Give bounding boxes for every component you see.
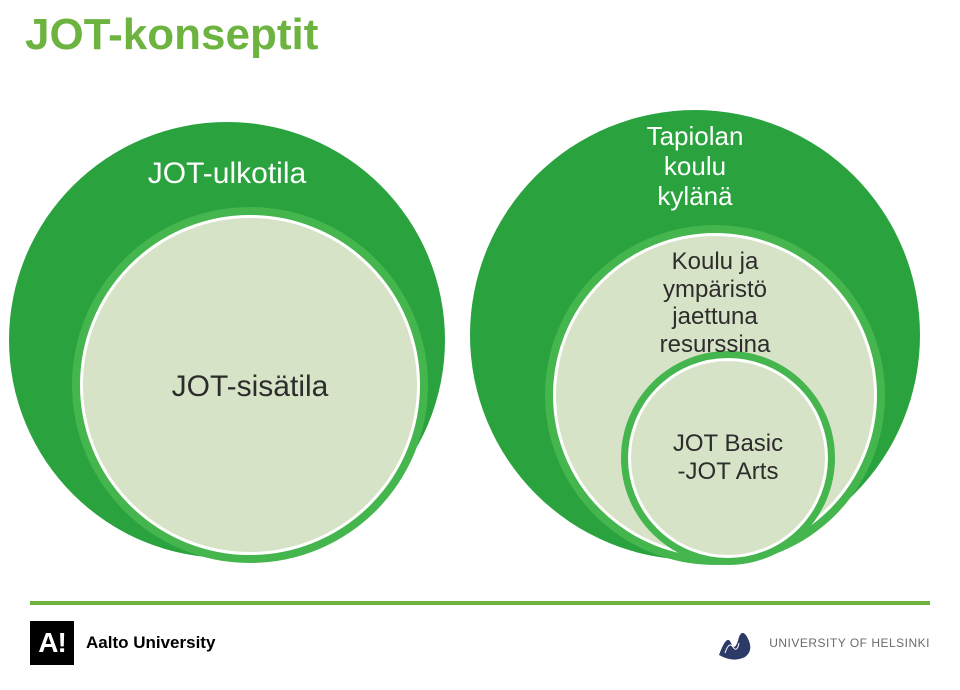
aalto-name: Aalto University <box>86 633 215 653</box>
flame-icon <box>709 623 759 663</box>
left-bottom-label: JOT-sisätila <box>100 370 400 405</box>
slide: JOT-konseptit JOT-ulkotila JOT-sisätila … <box>0 0 960 690</box>
helsinki-logo: UNIVERSITY OF HELSINKI <box>709 623 930 663</box>
right-bottom-label: JOT Basic -JOT Arts <box>628 430 828 485</box>
aalto-mark-icon: A! <box>30 621 74 665</box>
left-top-label: JOT-ulkotila <box>97 157 357 192</box>
right-top-label: Tapiolan koulu kylänä <box>575 122 815 212</box>
helsinki-name: UNIVERSITY OF HELSINKI <box>769 636 930 650</box>
footer: A! Aalto University UNIVERSITY OF HELSIN… <box>30 615 930 670</box>
right-mid-label: Koulu ja ympäristö jaettuna resurssina <box>595 248 835 358</box>
separator-line <box>30 601 930 605</box>
page-title: JOT-konseptit <box>25 10 318 60</box>
aalto-logo: A! Aalto University <box>30 621 215 665</box>
